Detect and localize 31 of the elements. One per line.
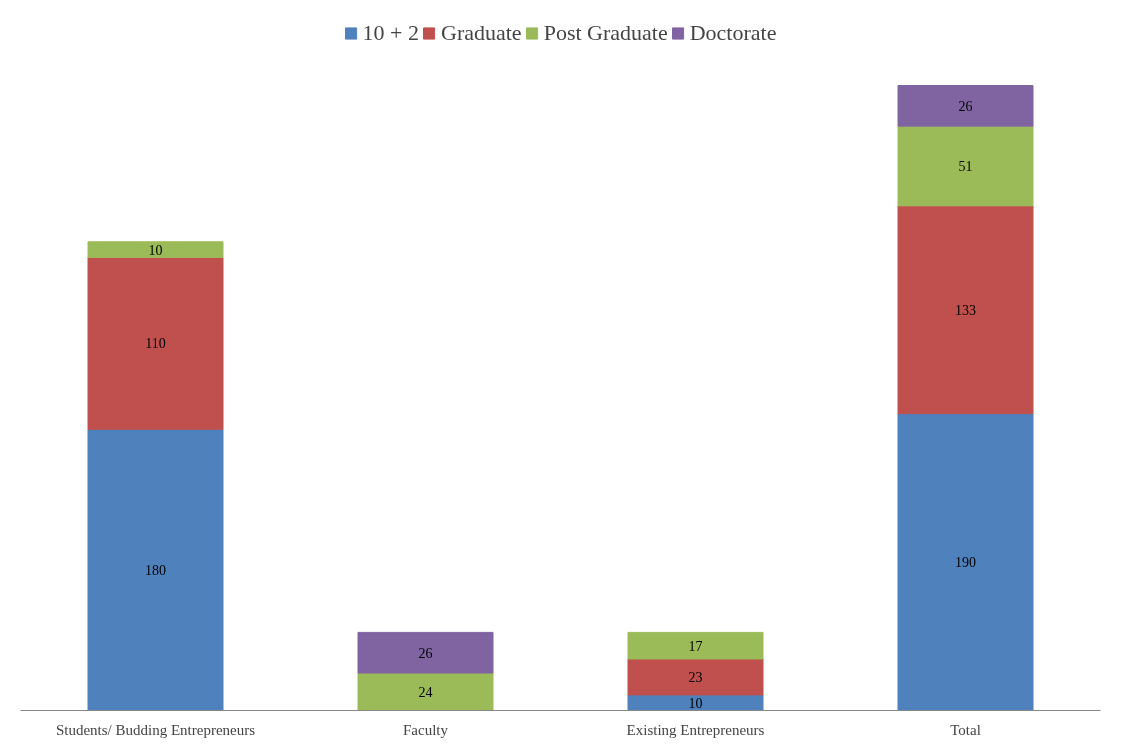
data-label: 26	[958, 98, 973, 114]
bar	[897, 413, 1034, 711]
bar	[87, 241, 224, 258]
bar	[897, 85, 1034, 127]
data-label: 10	[688, 695, 703, 711]
data-label: 10	[148, 242, 163, 258]
x-tick-label: Students/ Budding Entrepreneurs	[55, 721, 256, 738]
bar	[897, 205, 1034, 415]
legend-label: Post Graduate	[543, 20, 668, 46]
x-tick-label: Total	[950, 721, 981, 738]
bar	[897, 125, 1034, 207]
data-label: 17	[688, 638, 703, 654]
bar	[627, 658, 764, 696]
data-label: 180	[145, 562, 166, 578]
data-label: 133	[955, 302, 976, 318]
data-label: 23	[688, 669, 703, 685]
bar	[627, 631, 764, 660]
data-label: 51	[958, 158, 973, 174]
data-label: 24	[418, 684, 433, 700]
bar	[357, 631, 494, 674]
legend-label: Doctorate	[689, 20, 777, 46]
data-label: 190	[955, 555, 976, 571]
bar	[87, 256, 224, 430]
data-label: 26	[418, 645, 433, 661]
x-tick-label: Faculty	[403, 721, 449, 738]
legend-label: Graduate	[441, 20, 522, 46]
data-label: 110	[145, 336, 166, 352]
bar	[87, 428, 224, 711]
bar	[357, 672, 494, 711]
x-tick-label: Existing Entrepreneurs	[626, 721, 765, 738]
legend-label: 10 + 2	[362, 20, 420, 46]
